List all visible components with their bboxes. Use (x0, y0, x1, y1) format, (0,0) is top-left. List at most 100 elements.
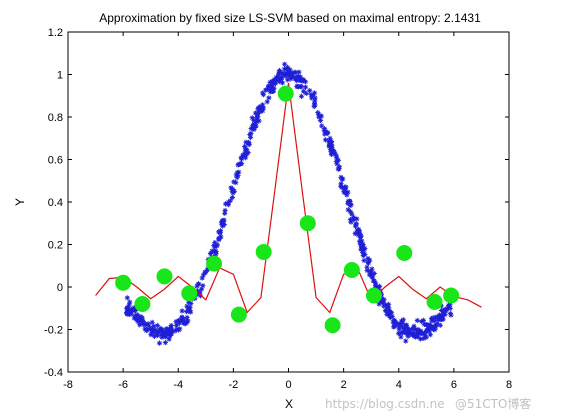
y-tick-label: 1 (57, 70, 63, 82)
data-point (132, 307, 138, 313)
data-point (386, 305, 392, 311)
data-point (160, 330, 167, 336)
data-point (388, 310, 395, 316)
data-point (426, 328, 432, 334)
data-point (194, 288, 201, 294)
data-point (145, 321, 151, 327)
data-point (279, 74, 285, 81)
data-point (348, 219, 354, 225)
data-point (275, 76, 281, 82)
data-point (133, 315, 139, 321)
data-point (383, 308, 389, 314)
data-point (440, 309, 447, 315)
data-point (338, 183, 344, 189)
data-point (319, 123, 325, 129)
data-point (207, 250, 214, 257)
fit-curve (95, 82, 482, 314)
data-point (233, 172, 239, 178)
data-point (364, 264, 370, 270)
x-tick-label: 4 (396, 379, 402, 391)
data-point (154, 322, 161, 329)
data-point (334, 155, 340, 161)
data-point (440, 316, 446, 322)
x-tick-label: -8 (63, 379, 73, 391)
data-point (166, 336, 172, 342)
support-vector (299, 215, 316, 232)
data-point (376, 301, 382, 307)
data-point (392, 322, 398, 329)
data-point (233, 180, 239, 186)
data-point (281, 66, 288, 72)
data-point (231, 179, 237, 185)
x-tick-label: 8 (506, 379, 512, 391)
y-axis-label: Y (13, 198, 27, 206)
data-point (298, 93, 305, 99)
support-vector (115, 274, 132, 291)
data-point (447, 305, 453, 311)
data-point (238, 161, 244, 167)
data-point (181, 316, 187, 323)
data-point (126, 311, 133, 318)
axis-ticks: -8 -6 -4 -2 0 2 4 6 8 -0.4 -0.2 0 0.2 0.4 0.6 0.8 1 1.2 (44, 27, 512, 391)
data-point (218, 234, 224, 240)
data-point (242, 146, 249, 152)
y-tick-label: 0.8 (48, 112, 63, 124)
data-point (398, 330, 404, 336)
data-point (177, 317, 183, 324)
data-point (287, 70, 293, 76)
data-point (131, 305, 137, 311)
data-point (414, 327, 421, 333)
data-point (367, 268, 373, 274)
data-point (421, 321, 427, 327)
data-point (368, 270, 374, 276)
x-tick-label: 0 (285, 379, 291, 391)
data-point (409, 332, 415, 338)
data-point (197, 289, 203, 295)
data-point (444, 306, 450, 312)
data-point (445, 302, 452, 308)
data-point (222, 210, 228, 216)
data-point (222, 207, 228, 214)
data-point (149, 331, 155, 337)
data-point (128, 306, 135, 312)
data-point (315, 111, 322, 117)
data-point (400, 317, 406, 323)
data-point (199, 286, 205, 292)
support-vector (156, 268, 173, 285)
data-point (270, 80, 276, 86)
data-point (213, 251, 219, 257)
data-point (236, 169, 242, 175)
data-point (247, 131, 253, 137)
data-point (326, 143, 332, 149)
data-point (439, 313, 446, 319)
data-point (301, 88, 307, 94)
data-point (124, 311, 130, 317)
data-point (420, 317, 427, 323)
data-point (417, 336, 424, 342)
data-point (165, 326, 171, 332)
data-point (238, 155, 245, 161)
data-point (270, 88, 276, 94)
data-point (260, 102, 266, 108)
data-point (200, 283, 206, 289)
data-point (242, 155, 249, 161)
data-point (421, 335, 427, 342)
data-point (434, 320, 440, 327)
data-point (216, 235, 222, 241)
data-point (340, 176, 346, 182)
data-point (353, 221, 359, 227)
data-point (308, 91, 314, 98)
data-point (235, 172, 241, 179)
support-vector (396, 245, 413, 261)
x-axis-label: X (285, 397, 293, 411)
data-point (249, 115, 255, 121)
data-point (349, 211, 355, 217)
data-point (184, 314, 190, 321)
data-point (317, 113, 323, 119)
data-point (335, 166, 341, 172)
support-vector (324, 317, 341, 334)
data-point (430, 327, 437, 333)
data-point (431, 324, 437, 330)
data-point (288, 76, 294, 82)
data-point (359, 238, 365, 244)
